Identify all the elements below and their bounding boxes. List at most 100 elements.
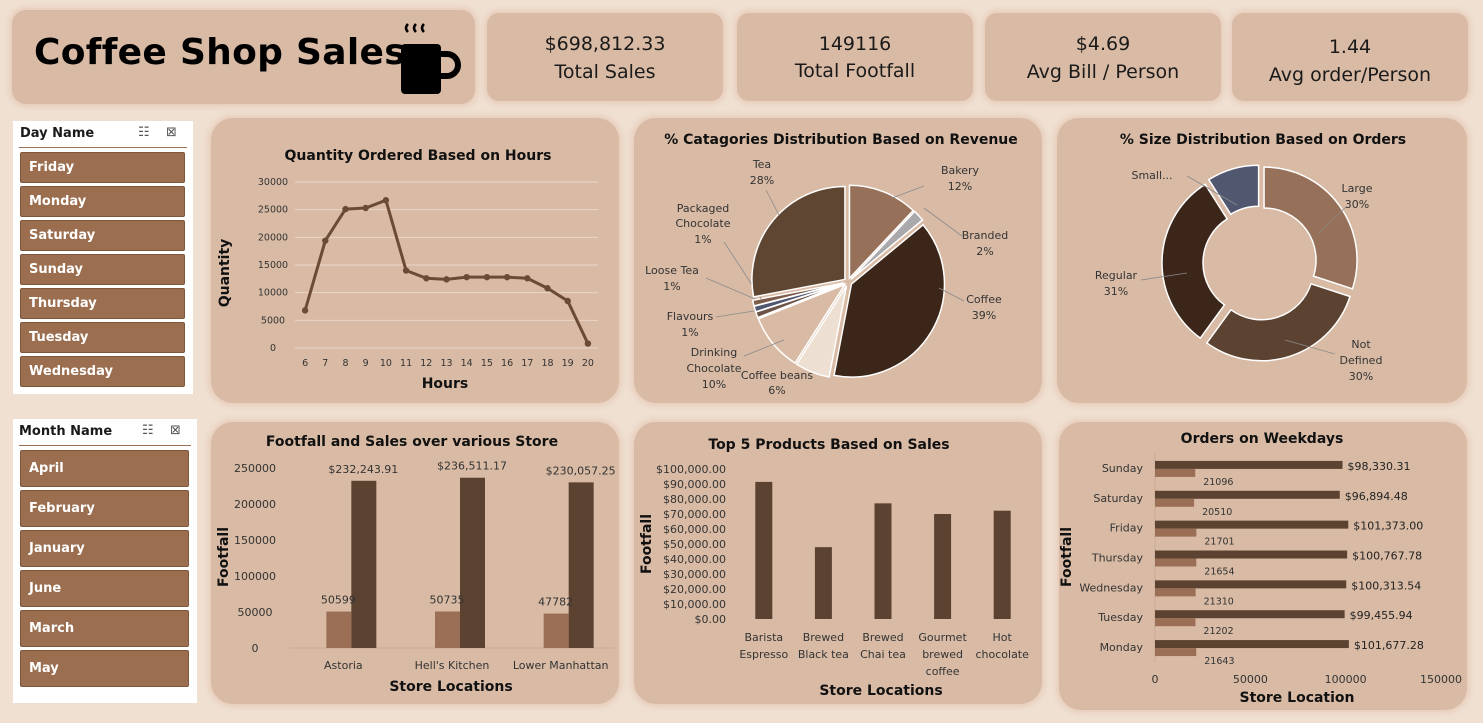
month-slicer-item[interactable]: January	[20, 530, 189, 567]
month-slicer-item[interactable]: April	[20, 450, 189, 487]
bar	[934, 514, 952, 619]
data-point	[564, 297, 571, 305]
y-tick-label: 15000	[258, 260, 288, 271]
data-point	[423, 275, 430, 282]
x-tick-label: Chai tea	[860, 648, 906, 661]
x-tick-label: 8	[342, 358, 348, 369]
day-slicer-item[interactable]: Tuesday	[20, 322, 185, 353]
data-label: 50735	[430, 593, 465, 606]
y-tick-label: Saturday	[1093, 492, 1143, 505]
multi-select-icon[interactable]: ☷	[142, 423, 154, 438]
slice-label: Large	[1342, 182, 1373, 195]
y-tick-label: $10,000.00	[663, 598, 726, 611]
y-tick-label: Monday	[1100, 641, 1144, 654]
y-tick-label: $70,000.00	[663, 508, 726, 521]
weekday-bar-chart: Orders on Weekdays 0 50000 100000 150000 $98,…	[1059, 431, 1462, 706]
leader-line	[715, 309, 761, 318]
bar-footfall	[543, 613, 569, 648]
chart-title: % Catagories Distribution Based on Reven…	[664, 132, 1018, 148]
y-tick-label: 0	[252, 642, 259, 655]
day-slicer-item[interactable]: Wednesday	[20, 356, 185, 387]
bar-orders	[1155, 468, 1196, 477]
y-tick-label: 0	[270, 343, 276, 354]
y-tick-label: 250000	[234, 462, 276, 475]
month-slicer: Month Name ☷ ⊠ April February January Ju…	[13, 419, 197, 703]
kpi-value: $4.69	[1075, 33, 1131, 55]
day-slicer-item[interactable]: Friday	[20, 152, 185, 183]
y-tick-label: 5000	[261, 315, 285, 326]
bar	[814, 547, 832, 619]
bar-sales	[351, 480, 377, 648]
leader-line	[705, 277, 763, 303]
data-label: 21310	[1204, 596, 1234, 607]
data-label: $100,313.54	[1351, 579, 1421, 592]
data-point	[463, 273, 470, 281]
month-slicer-item[interactable]: February	[20, 490, 189, 527]
slice-percent: 28%	[750, 174, 774, 187]
data-point	[402, 267, 410, 274]
data-label: 47782	[538, 596, 573, 609]
leader-line	[765, 189, 780, 216]
clear-filter-icon[interactable]: ⊠	[170, 423, 181, 438]
bar-orders	[1155, 588, 1196, 597]
day-slicer-item[interactable]: Thursday	[20, 288, 185, 319]
bar-sales	[568, 482, 594, 648]
pie-slice	[751, 282, 845, 307]
x-tick-label: 19	[562, 358, 574, 369]
category-chart-card: % Catagories Distribution Based on Reven…	[634, 118, 1042, 403]
data-point	[301, 307, 309, 314]
x-tick-label: 6	[302, 358, 308, 369]
x-tick-label: 150000	[1420, 673, 1462, 686]
data-point	[503, 273, 511, 281]
kpi-total-sales: $698,812.33 Total Sales	[487, 13, 723, 101]
x-tick-label: 12	[420, 358, 432, 369]
y-tick-label: Tuesday	[1097, 611, 1143, 624]
y-tick-label: 100000	[234, 570, 276, 583]
data-label: $99,455.94	[1350, 609, 1413, 622]
y-tick-label: $50,000.00	[663, 538, 726, 551]
x-tick-label: Lower Manhattan	[513, 659, 609, 672]
day-slicer-item[interactable]: Sunday	[20, 254, 185, 285]
slice-label: Coffee	[966, 293, 1002, 306]
donut-slice	[1161, 183, 1229, 340]
day-slicer-item[interactable]: Saturday	[20, 220, 185, 251]
bar-sales	[1155, 520, 1349, 529]
bar-sales	[1155, 640, 1349, 649]
pie-slice	[850, 210, 924, 280]
day-slicer-item[interactable]: Monday	[20, 186, 185, 217]
x-tick-label: coffee	[926, 665, 960, 678]
x-tick-label: 17	[521, 358, 533, 369]
y-tick-label: 50000	[238, 606, 273, 619]
x-axis-label: Store Location	[1239, 690, 1354, 706]
x-tick-label: 10	[380, 358, 392, 369]
month-slicer-item[interactable]: May	[20, 650, 189, 687]
clear-filter-icon[interactable]: ⊠	[166, 125, 177, 140]
bar	[755, 481, 773, 619]
bar	[874, 503, 892, 619]
month-slicer-item[interactable]: March	[20, 610, 189, 647]
hours-line-chart: Quantity Ordered Based on Hours 0 5000 1000…	[217, 148, 598, 392]
slice-percent: 39%	[972, 309, 996, 322]
leader-line	[891, 185, 925, 199]
data-label: 20510	[1202, 507, 1232, 518]
hours-chart-card: Quantity Ordered Based on Hours 0 5000 1000…	[211, 118, 619, 403]
slice-label: Regular	[1095, 269, 1138, 282]
slice-label: Branded	[962, 229, 1009, 242]
chart-title: % Size Distribution Based on Orders	[1120, 132, 1406, 148]
bar-footfall	[326, 611, 352, 648]
multi-select-icon[interactable]: ☷	[138, 125, 150, 140]
data-point	[322, 237, 329, 244]
kpi-label: Total Footfall	[794, 60, 916, 82]
kpi-total-footfall: 149116 Total Footfall	[737, 13, 973, 101]
x-tick-label: 7	[322, 358, 328, 369]
data-label: 21654	[1204, 567, 1234, 578]
y-tick-label: $100,000.00	[656, 463, 726, 476]
x-tick-label: Barista	[744, 631, 783, 644]
weekday-chart-card: Orders on Weekdays 0 50000 100000 150000 $98,…	[1059, 422, 1467, 710]
bar-sales	[1155, 580, 1347, 589]
slice-percent: 1%	[681, 326, 698, 339]
bar-orders	[1155, 648, 1197, 657]
y-tick-label: $60,000.00	[663, 523, 726, 536]
month-slicer-item[interactable]: June	[20, 570, 189, 607]
category-pie-chart: % Catagories Distribution Based on Reven…	[645, 132, 1018, 397]
